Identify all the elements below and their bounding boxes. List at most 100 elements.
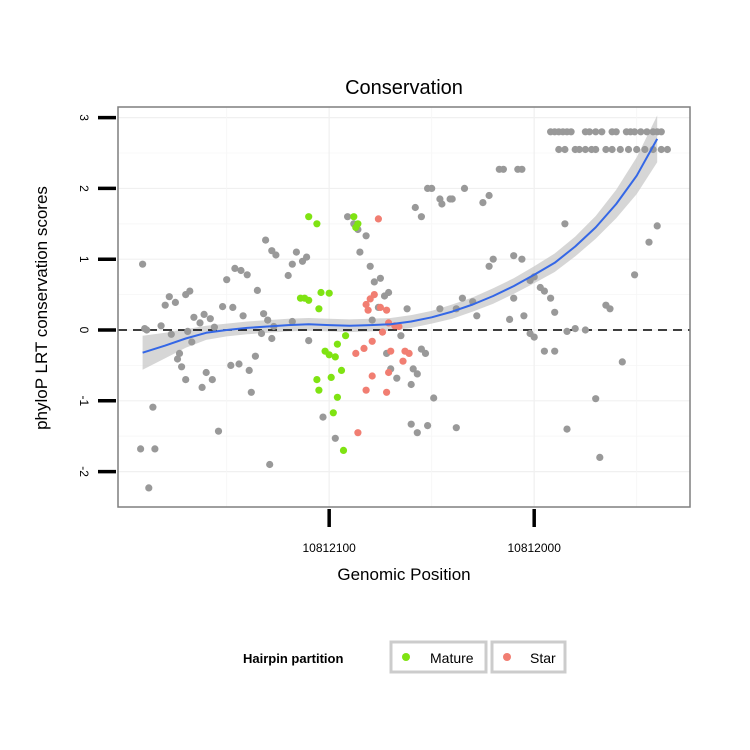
point-other [485, 262, 493, 270]
point-star [364, 306, 372, 314]
point-other [530, 333, 538, 341]
point-other [214, 427, 223, 435]
point-other [631, 271, 639, 279]
point-other [641, 145, 649, 154]
point-other [540, 287, 549, 295]
point-other [284, 271, 292, 280]
point-other [407, 380, 415, 389]
point-other [145, 484, 153, 492]
point-star [368, 337, 376, 345]
point-other [571, 325, 579, 333]
point-other [413, 370, 421, 378]
point-other [190, 313, 198, 321]
point-other [592, 395, 600, 403]
point-other [624, 145, 633, 154]
points-layer [137, 128, 672, 492]
point-star [395, 322, 403, 331]
point-star [399, 357, 407, 365]
y-tick-label: 0 [77, 327, 91, 334]
point-other [551, 347, 559, 355]
point-mature [305, 296, 313, 304]
point-other [257, 329, 266, 338]
point-other [436, 305, 444, 313]
point-other [397, 332, 405, 340]
point-other [198, 383, 206, 391]
y-tick-label: 1 [77, 256, 91, 263]
point-other [223, 276, 231, 284]
point-other [376, 274, 384, 282]
point-other [460, 184, 469, 192]
point-other [253, 286, 261, 294]
legend-label-mature: Mature [430, 650, 474, 666]
point-star [383, 306, 391, 314]
point-mature [337, 366, 346, 374]
point-other [175, 349, 184, 357]
point-other [149, 403, 157, 411]
point-other [200, 310, 208, 318]
point-other [561, 220, 569, 228]
point-other [438, 200, 446, 208]
point-other [188, 338, 196, 346]
point-other [186, 287, 194, 295]
point-other [551, 308, 559, 316]
point-star [376, 303, 384, 311]
point-other [563, 327, 571, 335]
point-other [561, 145, 569, 154]
point-star [360, 344, 368, 352]
legend-label-star: Star [530, 650, 556, 666]
point-other [385, 288, 393, 297]
point-other [452, 424, 460, 432]
point-mature [315, 305, 323, 313]
point-other [657, 145, 665, 154]
point-mature [325, 351, 333, 359]
point-mature [350, 213, 358, 221]
point-other [631, 128, 639, 136]
y-tick-label: 2 [77, 185, 91, 192]
point-star [385, 368, 393, 377]
point-other [231, 264, 239, 272]
point-other [645, 238, 653, 246]
point-other [606, 305, 614, 313]
point-mature [352, 223, 360, 231]
point-other [272, 251, 280, 259]
point-other [161, 301, 169, 309]
point-other [403, 305, 411, 313]
point-other [567, 128, 575, 136]
point-other [266, 460, 274, 469]
point-mature [333, 340, 341, 348]
point-other [581, 145, 590, 154]
point-mature [342, 332, 350, 340]
point-star [405, 349, 413, 357]
point-other [643, 128, 651, 136]
point-other [407, 420, 415, 428]
y-tick-label: -2 [77, 466, 91, 477]
point-other [331, 434, 339, 442]
point-other [421, 349, 430, 357]
point-other [139, 260, 147, 268]
point-other [520, 312, 528, 320]
point-mature [329, 409, 337, 417]
point-other [362, 232, 370, 240]
point-other [264, 316, 272, 324]
legend-key-mature [402, 653, 410, 661]
point-other [596, 453, 604, 461]
point-other [653, 222, 661, 230]
smooth-line-layer [142, 138, 659, 354]
point-other [260, 310, 268, 318]
point-other [237, 266, 245, 275]
point-other [585, 128, 594, 136]
point-other [141, 325, 149, 333]
point-mature [339, 446, 348, 454]
point-other [182, 376, 190, 384]
x-axis-ticks: 10812100 10812000 [302, 509, 561, 555]
legend: Hairpin partition Mature Star [243, 640, 567, 674]
point-other [633, 145, 641, 154]
point-other [618, 358, 626, 366]
point-star [354, 429, 362, 437]
point-other [510, 252, 518, 260]
point-star [366, 295, 374, 303]
point-other [219, 303, 227, 311]
point-other [366, 262, 374, 270]
point-mature [333, 393, 341, 401]
